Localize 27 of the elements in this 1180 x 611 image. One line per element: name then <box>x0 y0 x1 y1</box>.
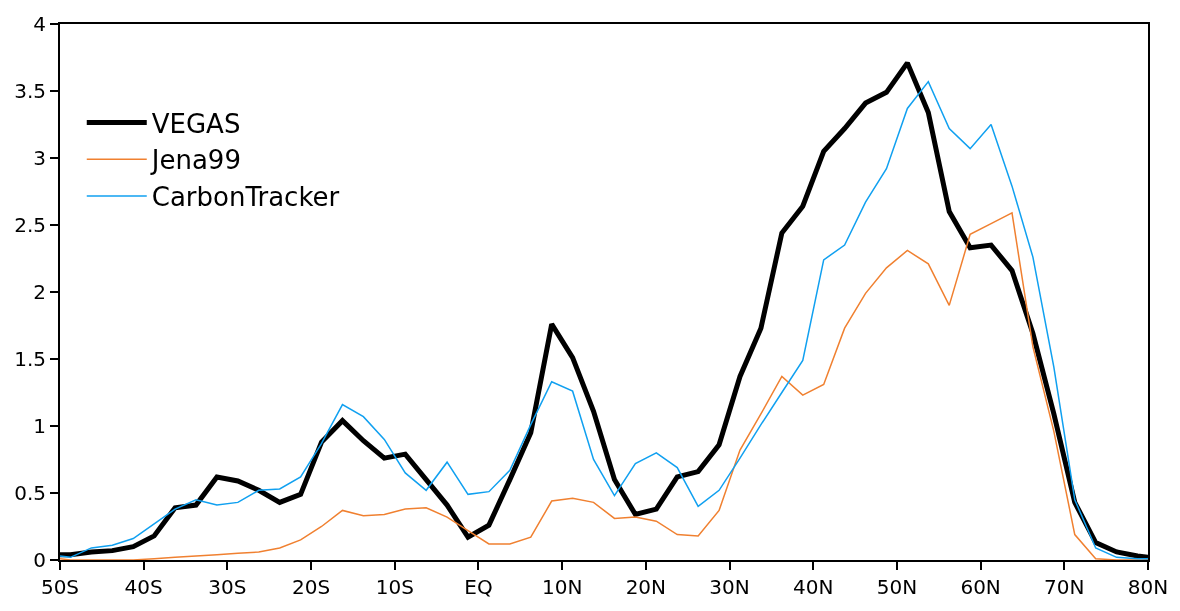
x-tick-label: 40N <box>793 575 834 599</box>
x-tick-label: 60N <box>960 575 1001 599</box>
line-series <box>60 212 1148 560</box>
x-tick-label: 30N <box>709 575 750 599</box>
x-tick-label: 20N <box>625 575 667 599</box>
x-tick-label: 50S <box>40 575 80 599</box>
x-tick-label: EQ <box>464 575 493 599</box>
y-tick-label: 0.5 <box>14 481 46 505</box>
x-tick-label: 50N <box>876 575 918 599</box>
legend-label: VEGAS <box>151 108 241 139</box>
y-tick-label: 1.5 <box>14 347 46 371</box>
y-tick-label: 3 <box>33 146 46 170</box>
legend-label: Jena99 <box>149 145 241 176</box>
x-tick-label: 10S <box>375 575 414 599</box>
x-tick-label: 10N <box>541 575 583 599</box>
x-tick-label: 20S <box>292 575 331 599</box>
x-tick-label: 70N <box>1044 575 1085 599</box>
x-tick-label: 40S <box>124 575 163 599</box>
y-tick-label: 0 <box>33 548 46 572</box>
x-tick-label: 30S <box>208 575 247 599</box>
y-tick-label: 3.5 <box>14 79 46 103</box>
y-tick-label: 2 <box>33 280 46 304</box>
y-tick-label: 2.5 <box>14 213 46 237</box>
y-tick-label: 1 <box>33 414 46 438</box>
y-tick-label: 4 <box>33 12 46 36</box>
legend-label: CarbonTracker <box>151 182 340 213</box>
x-tick-label: 80N <box>1127 575 1169 599</box>
